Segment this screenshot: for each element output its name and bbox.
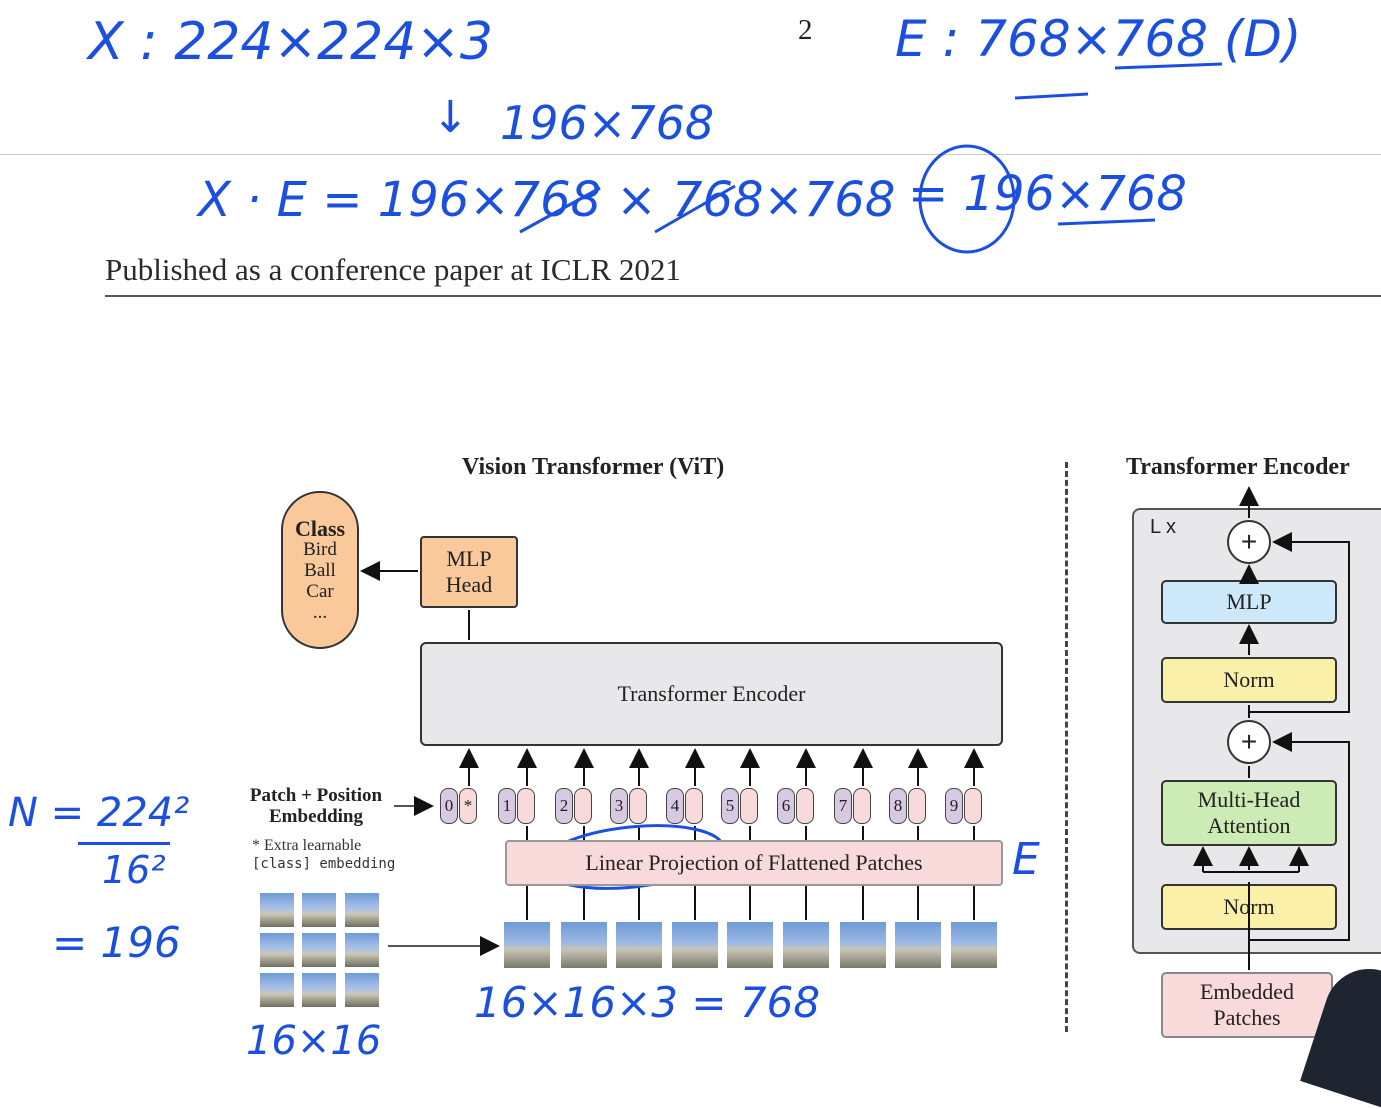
patch-position-line-1: Patch + Position bbox=[249, 785, 383, 806]
vit-connectors bbox=[360, 561, 984, 956]
grid-patch-4 bbox=[260, 933, 294, 967]
embedded-patches-box: Embedded Patches bbox=[1161, 972, 1333, 1038]
class-item-ball: Ball bbox=[304, 559, 336, 581]
linear-projection-box: Linear Projection of Flattened Patches bbox=[505, 840, 1003, 886]
patch-position-embedding-label: Patch + Position Embedding bbox=[244, 785, 388, 827]
token-4: 4 bbox=[666, 788, 703, 824]
image-patch-9 bbox=[951, 922, 997, 968]
extra-note-line-2: [class] embedding bbox=[252, 856, 396, 872]
annotation-arrow-result: 196×768 bbox=[500, 96, 715, 150]
attention-line-1: Multi-Head bbox=[1197, 787, 1301, 812]
grid-patch-5 bbox=[302, 933, 336, 967]
token-embedding-8 bbox=[908, 788, 926, 824]
annotation-strokes bbox=[519, 62, 1223, 254]
token-class-embedding: * bbox=[459, 788, 477, 824]
grid-patch-3 bbox=[345, 893, 379, 927]
mlp-head-line-1: MLP bbox=[446, 546, 492, 571]
annotation-x-shape: X : 224×224×3 bbox=[88, 12, 493, 72]
grid-patch-7 bbox=[260, 973, 294, 1007]
class-output-box: Class Bird Ball Car ... bbox=[281, 491, 359, 649]
attention-line-2: Attention bbox=[1207, 813, 1291, 838]
image-patch-5 bbox=[727, 922, 773, 968]
token-embedding-4 bbox=[685, 788, 703, 824]
patch-position-line-2: Embedding bbox=[269, 806, 363, 827]
token-1: 1 bbox=[498, 788, 535, 824]
annotation-product-result: = 196×768 bbox=[908, 166, 1187, 222]
encoder-connectors bbox=[1193, 486, 1350, 970]
encoder-repeat-label: L x bbox=[1150, 516, 1176, 538]
token-7: 7 bbox=[834, 788, 871, 824]
running-header: Published as a conference paper at ICLR … bbox=[105, 252, 681, 287]
page-divider bbox=[0, 154, 1381, 155]
token-embedding-2 bbox=[574, 788, 592, 824]
annotation-n-formula-top: N = 224² bbox=[8, 790, 190, 836]
token-position-6: 6 bbox=[777, 788, 795, 824]
figure-separator bbox=[1065, 462, 1068, 1032]
token-8: 8 bbox=[889, 788, 926, 824]
image-patch-3 bbox=[616, 922, 662, 968]
residual-add-bottom: + bbox=[1227, 720, 1271, 764]
annotation-fraction-bar bbox=[78, 842, 170, 845]
token-position-4: 4 bbox=[666, 788, 684, 824]
annotation-n-formula-bottom: 16² bbox=[102, 848, 166, 892]
vit-title: Vision Transformer (ViT) bbox=[462, 454, 725, 480]
token-position-5: 5 bbox=[721, 788, 739, 824]
extra-note-line-1: * Extra learnable bbox=[252, 837, 362, 854]
grid-patch-1 bbox=[260, 893, 294, 927]
embedded-patches-line-1: Embedded bbox=[1199, 979, 1295, 1004]
header-rule bbox=[105, 295, 1381, 297]
transformer-encoder-box: Transformer Encoder bbox=[420, 642, 1003, 746]
grid-patch-8 bbox=[302, 973, 336, 1007]
image-patch-6 bbox=[783, 922, 829, 968]
token-position-1: 1 bbox=[498, 788, 516, 824]
token-position-3: 3 bbox=[610, 788, 628, 824]
annotation-e-shape: E : 768×768 (D) bbox=[895, 10, 1302, 68]
token-6: 6 bbox=[777, 788, 814, 824]
token-position-2: 2 bbox=[555, 788, 573, 824]
annotation-patch-size: 16×16 bbox=[246, 1018, 382, 1064]
token-9: 9 bbox=[945, 788, 982, 824]
token-class: 0 * bbox=[440, 788, 477, 824]
token-embedding-3 bbox=[629, 788, 647, 824]
token-position-9: 9 bbox=[945, 788, 963, 824]
multi-head-attention-box: Multi-Head Attention bbox=[1161, 780, 1337, 846]
annotation-down-arrow: ↓ bbox=[432, 92, 469, 143]
token-embedding-1 bbox=[517, 788, 535, 824]
token-position-0: 0 bbox=[440, 788, 458, 824]
extra-embedding-note: * Extra learnable [class] embedding bbox=[252, 836, 395, 874]
token-embedding-5 bbox=[740, 788, 758, 824]
grid-patch-6 bbox=[345, 933, 379, 967]
token-5: 5 bbox=[721, 788, 758, 824]
token-embedding-9 bbox=[964, 788, 982, 824]
grid-patch-9 bbox=[345, 973, 379, 1007]
image-patch-2 bbox=[561, 922, 607, 968]
token-embedding-7 bbox=[853, 788, 871, 824]
mlp-head-box: MLP Head bbox=[420, 536, 518, 608]
embedded-patches-line-2: Patches bbox=[1213, 1005, 1281, 1030]
class-item-car: Car bbox=[306, 580, 334, 602]
encoder-title: Transformer Encoder bbox=[1126, 454, 1350, 480]
token-2: 2 bbox=[555, 788, 592, 824]
image-patch-4 bbox=[672, 922, 718, 968]
page-number: 2 bbox=[798, 14, 813, 46]
annotation-flatten: 16×16×3 = 768 bbox=[474, 978, 821, 1027]
token-3: 3 bbox=[610, 788, 647, 824]
encoder-norm-top: Norm bbox=[1161, 657, 1337, 703]
mlp-head-line-2: Head bbox=[445, 572, 493, 597]
class-title: Class bbox=[294, 515, 346, 541]
token-embedding-6 bbox=[796, 788, 814, 824]
image-patch-1 bbox=[504, 922, 550, 968]
token-position-8: 8 bbox=[889, 788, 907, 824]
grid-patch-2 bbox=[302, 893, 336, 927]
annotation-n-value: = 196 bbox=[52, 918, 181, 967]
residual-add-top: + bbox=[1227, 520, 1271, 564]
annotation-e-label: E bbox=[1012, 834, 1040, 885]
image-patch-7 bbox=[840, 922, 886, 968]
image-patch-8 bbox=[895, 922, 941, 968]
class-item-bird: Bird bbox=[303, 538, 337, 560]
token-position-7: 7 bbox=[834, 788, 852, 824]
class-item-more: ... bbox=[312, 601, 328, 623]
